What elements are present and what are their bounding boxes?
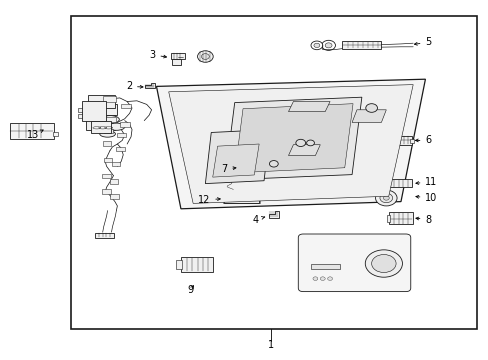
Circle shape (325, 43, 331, 48)
Circle shape (201, 54, 209, 59)
Bar (342, 41, 381, 49)
Circle shape (379, 193, 392, 203)
Circle shape (365, 104, 377, 112)
Circle shape (320, 277, 325, 280)
Circle shape (244, 158, 254, 165)
Text: 9: 9 (187, 285, 193, 295)
Polygon shape (234, 104, 352, 173)
Bar (103, 129, 113, 133)
Circle shape (327, 277, 332, 280)
Circle shape (250, 197, 255, 201)
Bar (224, 195, 259, 203)
Bar (121, 104, 131, 108)
Text: 11: 11 (415, 177, 437, 187)
Polygon shape (288, 145, 320, 156)
Polygon shape (351, 110, 386, 122)
Text: 7: 7 (221, 164, 235, 174)
Bar (95, 233, 114, 238)
Ellipse shape (101, 116, 119, 123)
Bar (117, 133, 126, 137)
Polygon shape (268, 211, 278, 218)
Bar (386, 181, 389, 186)
Text: 3: 3 (149, 50, 166, 60)
Circle shape (383, 196, 388, 200)
Text: 8: 8 (415, 215, 431, 225)
Circle shape (269, 161, 278, 167)
Bar (388, 179, 411, 187)
FancyBboxPatch shape (298, 234, 410, 292)
Bar (105, 117, 116, 122)
Circle shape (295, 139, 305, 147)
Bar (88, 95, 115, 108)
Ellipse shape (107, 123, 125, 130)
Bar (390, 136, 411, 145)
Polygon shape (288, 102, 329, 112)
Bar (53, 132, 58, 136)
Bar (171, 53, 184, 59)
Polygon shape (205, 130, 269, 184)
Polygon shape (189, 159, 203, 168)
Polygon shape (144, 83, 154, 88)
Circle shape (312, 277, 317, 280)
Bar (102, 96, 116, 102)
Circle shape (244, 197, 249, 201)
Polygon shape (168, 85, 412, 203)
Circle shape (371, 255, 395, 273)
Bar (310, 264, 339, 269)
Bar (181, 257, 212, 272)
Bar (82, 101, 105, 121)
Bar (386, 215, 389, 222)
Bar (120, 122, 129, 127)
Circle shape (239, 197, 244, 201)
Circle shape (313, 43, 319, 48)
Text: 1: 1 (268, 340, 274, 350)
Bar (78, 114, 84, 118)
Polygon shape (156, 79, 425, 209)
Circle shape (306, 140, 314, 146)
Bar (91, 121, 111, 133)
Text: 6: 6 (415, 135, 431, 145)
Polygon shape (212, 144, 259, 177)
Circle shape (321, 40, 335, 50)
Bar (95, 104, 117, 115)
Bar (110, 179, 118, 184)
Bar (116, 147, 125, 151)
Circle shape (310, 41, 322, 50)
Bar (388, 212, 412, 224)
Text: 4: 4 (252, 215, 264, 225)
Circle shape (227, 197, 232, 201)
Bar (102, 174, 110, 178)
Bar (223, 194, 260, 203)
Ellipse shape (100, 131, 115, 137)
Text: 12: 12 (198, 195, 220, 205)
Bar (78, 108, 84, 112)
Bar (172, 59, 181, 65)
Bar (10, 123, 54, 139)
Circle shape (197, 51, 213, 62)
Circle shape (365, 250, 402, 277)
Bar (176, 260, 182, 269)
Bar (102, 141, 111, 146)
Circle shape (233, 197, 238, 201)
Bar (112, 162, 120, 166)
Bar (103, 158, 112, 162)
Bar (85, 115, 115, 130)
Text: 13: 13 (27, 130, 43, 140)
Bar (102, 189, 111, 194)
Bar (110, 194, 119, 199)
Text: 2: 2 (125, 81, 142, 91)
Bar (409, 139, 413, 143)
Text: 10: 10 (415, 193, 437, 203)
Polygon shape (224, 97, 361, 180)
Circle shape (375, 190, 396, 206)
Bar (71, 16, 476, 329)
Text: 5: 5 (414, 37, 431, 48)
